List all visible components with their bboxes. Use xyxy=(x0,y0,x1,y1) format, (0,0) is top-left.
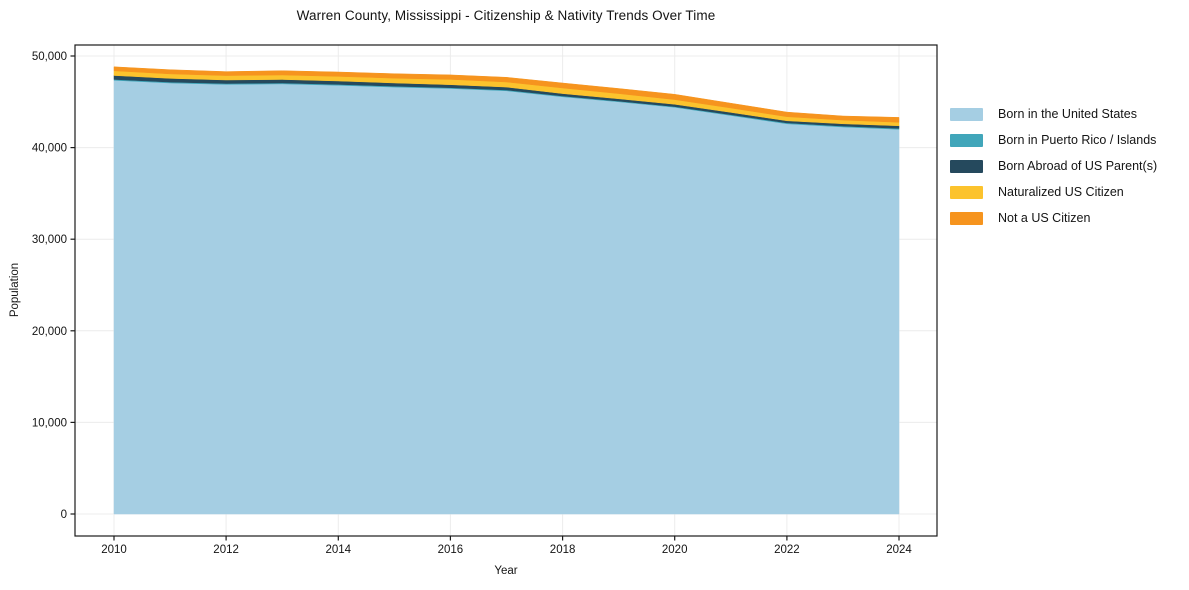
legend-swatch xyxy=(950,133,983,147)
y-tick-label: 40,000 xyxy=(32,143,67,155)
x-axis-label: Year xyxy=(494,565,518,577)
legend-item-2: Born Abroad of US Parent(s) xyxy=(950,153,1157,179)
legend: Born in the United States Born in Puerto … xyxy=(950,101,1157,231)
legend-swatch xyxy=(950,185,983,199)
legend-item-0: Born in the United States xyxy=(950,101,1157,127)
legend-item-4: Not a US Citizen xyxy=(950,205,1157,231)
legend-label: Born Abroad of US Parent(s) xyxy=(998,159,1158,173)
plot-border xyxy=(74,44,938,537)
legend-swatch xyxy=(950,107,983,121)
x-tick-label: 2018 xyxy=(550,544,576,556)
x-tick-label: 2010 xyxy=(101,544,127,556)
y-tick-label: 0 xyxy=(61,509,67,521)
x-tick-label: 2016 xyxy=(438,544,464,556)
y-tick-label: 50,000 xyxy=(32,51,67,63)
x-tick-label: 2014 xyxy=(326,544,352,556)
legend-swatch xyxy=(950,159,983,173)
legend-label: Born in Puerto Rico / Islands xyxy=(998,133,1157,147)
legend-label: Not a US Citizen xyxy=(998,211,1091,225)
x-tick-label: 2012 xyxy=(213,544,239,556)
legend-label: Born in the United States xyxy=(998,107,1137,121)
y-axis-label: Population xyxy=(9,262,21,318)
x-tick-label: 2022 xyxy=(774,544,800,556)
legend-swatch xyxy=(950,211,983,225)
legend-item-3: Naturalized US Citizen xyxy=(950,179,1157,205)
area-series-4 xyxy=(113,66,900,123)
x-tick-label: 2020 xyxy=(662,544,688,556)
legend-label: Naturalized US Citizen xyxy=(998,185,1124,199)
legend-item-1: Born in Puerto Rico / Islands xyxy=(950,127,1157,153)
area-series-0 xyxy=(113,80,900,515)
y-tick-label: 10,000 xyxy=(32,417,67,429)
y-tick-label: 20,000 xyxy=(32,326,67,338)
x-tick-label: 2024 xyxy=(886,544,912,556)
chart-title: Warren County, Mississippi - Citizenship… xyxy=(296,8,716,23)
y-tick-label: 30,000 xyxy=(32,234,67,246)
